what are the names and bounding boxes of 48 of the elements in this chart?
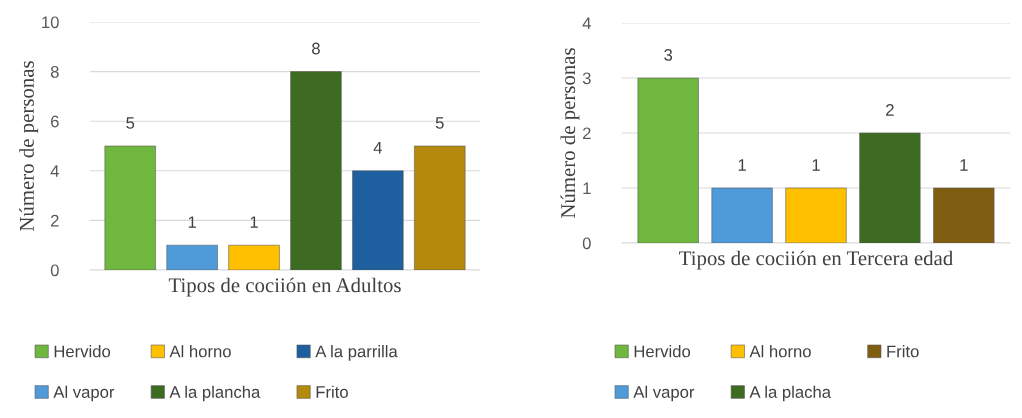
legend-label: A la placha xyxy=(749,385,832,402)
bar xyxy=(166,244,218,270)
y-tick-label: 0 xyxy=(582,237,591,250)
legend-label: Al vapor xyxy=(633,385,695,402)
legend-label: Al horno xyxy=(749,345,811,358)
y-tick-label: 4 xyxy=(50,165,59,177)
data-label: 1 xyxy=(960,159,968,171)
data-label: 2 xyxy=(886,104,894,116)
data-label: 1 xyxy=(738,159,746,171)
x-axis-title: Tipos de cociión en Tercera edad xyxy=(679,250,953,270)
bar xyxy=(352,170,404,270)
data-label: 1 xyxy=(812,159,820,171)
data-label: 1 xyxy=(188,216,196,228)
y-tick-label: 10 xyxy=(42,16,59,29)
bar xyxy=(637,77,699,243)
bar xyxy=(933,187,995,243)
y-axis-title: Número de personas xyxy=(19,61,39,232)
bar xyxy=(228,244,280,270)
y-tick-label: 2 xyxy=(51,214,59,227)
bar xyxy=(859,132,921,243)
legend-label: Al vapor xyxy=(53,385,115,402)
bar xyxy=(711,187,773,243)
data-label: 4 xyxy=(373,141,382,154)
legend-label: A la plancha xyxy=(169,385,261,402)
data-label: 3 xyxy=(664,49,673,61)
legend-label: Hervido xyxy=(634,345,691,358)
data-label: 8 xyxy=(312,42,320,55)
y-tick-label: 1 xyxy=(583,182,591,195)
x-axis-title: Tipos de cociión en Adultos xyxy=(168,277,401,297)
data-label: 1 xyxy=(250,216,258,228)
legend-label: Hervido xyxy=(54,345,111,358)
y-tick-label: 4 xyxy=(582,17,591,30)
y-tick-label: 2 xyxy=(583,127,591,140)
y-tick-label: 6 xyxy=(51,115,59,128)
data-label: 5 xyxy=(435,117,444,129)
legend-label: Al horno xyxy=(169,345,231,358)
y-tick-label: 0 xyxy=(50,264,59,277)
bar xyxy=(104,145,156,270)
y-tick-label: 8 xyxy=(50,66,59,78)
y-axis-title: Número de personas xyxy=(560,48,580,219)
bar xyxy=(785,187,847,243)
legend-label: Frito xyxy=(316,385,348,398)
bar xyxy=(414,145,466,270)
bar xyxy=(290,71,342,270)
legend-label: Frito xyxy=(887,345,919,358)
y-tick-label: 3 xyxy=(582,72,591,85)
legend-label: A la parrilla xyxy=(315,345,398,361)
data-label: 5 xyxy=(126,117,135,129)
